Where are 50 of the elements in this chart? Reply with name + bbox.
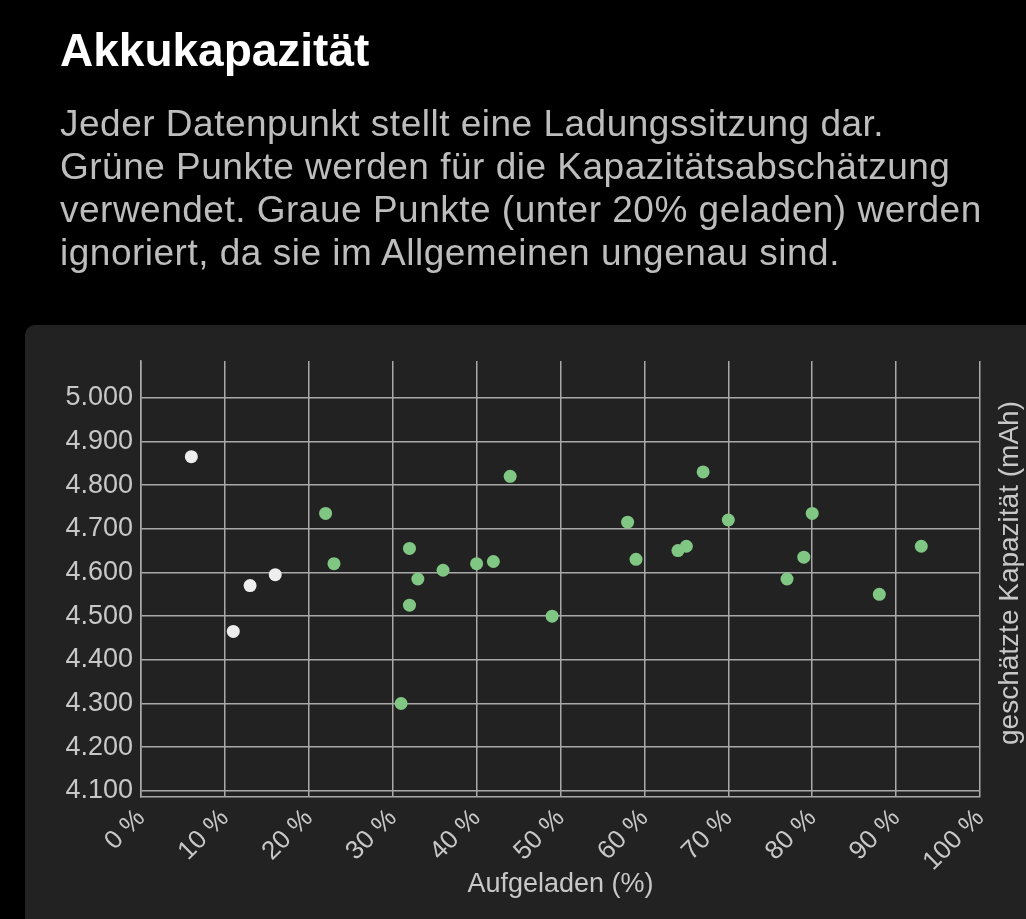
y-tick-label: 4.400 [65, 643, 133, 674]
point [721, 513, 735, 527]
y-tick-label: 4.500 [65, 599, 133, 630]
point [797, 550, 811, 564]
point [184, 450, 198, 464]
x-axis-title: Aufgeladen (%) [467, 868, 654, 899]
x-tick-label: 60 % [590, 802, 654, 866]
point [679, 539, 693, 553]
point [486, 555, 500, 569]
point [394, 697, 408, 711]
x-tick-label: 0 % [97, 802, 151, 856]
point [243, 579, 257, 593]
chart-title: Akkukapazität [60, 23, 370, 77]
point [402, 598, 416, 612]
point [621, 515, 635, 529]
x-tick-label: 90 % [842, 802, 906, 866]
y-tick-label: 5.000 [65, 381, 133, 412]
y-tick-label: 4.900 [65, 424, 133, 455]
y-tick-label: 4.300 [65, 686, 133, 717]
chart-subtitle: Jeder Datenpunkt stellt eine Ladungssitzung dar. Grüne Punkte werden für die Kapazitätsabschätzung verwendet. Graue Punkte (unter 20% geladen) werden ignoriert, da sie im Allgemeinen ungenau sind. [60, 102, 983, 274]
point [629, 552, 643, 566]
point [780, 572, 794, 586]
x-tick-label: 50 % [506, 802, 570, 866]
x-tick-label: 10 % [171, 802, 235, 866]
x-tick-label: 70 % [674, 802, 738, 866]
y-axis-title: geschätzte Kapazität (mAh) [992, 401, 1024, 745]
point [470, 557, 484, 571]
point [805, 506, 819, 520]
point [268, 568, 282, 582]
point [327, 557, 341, 571]
x-tick-label: 30 % [338, 802, 403, 866]
point [872, 587, 886, 601]
point [226, 624, 240, 638]
x-tick-label: 100 % [915, 802, 990, 876]
point [914, 539, 928, 553]
point [545, 609, 559, 623]
y-tick-label: 4.800 [65, 468, 133, 499]
point [696, 465, 710, 479]
point [436, 563, 450, 577]
point [319, 506, 333, 520]
y-tick-label: 4.600 [65, 555, 133, 586]
y-tick-label: 4.200 [65, 730, 133, 761]
point [402, 541, 416, 555]
x-tick-label: 40 % [422, 802, 486, 866]
point [503, 469, 517, 483]
y-tick-label: 4.700 [65, 512, 133, 543]
x-tick-label: 80 % [758, 802, 822, 866]
x-tick-label: 20 % [254, 802, 319, 866]
y-tick-label: 4.100 [65, 774, 133, 805]
point [411, 572, 425, 586]
